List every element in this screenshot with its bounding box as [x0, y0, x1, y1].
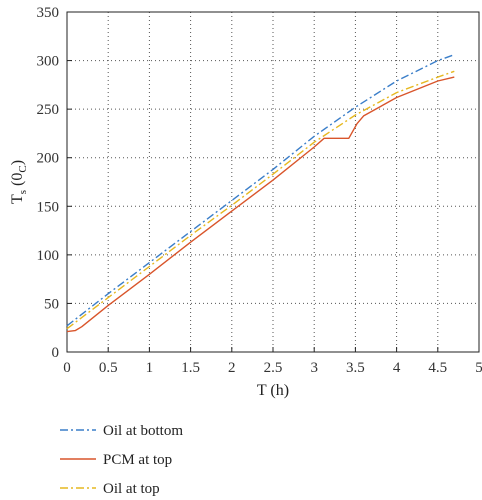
x-axis-label: T (h) [257, 382, 289, 399]
y-tick-label: 350 [37, 5, 60, 21]
x-tick-label: 4 [393, 360, 401, 376]
legend-item: Oil at top [60, 481, 160, 497]
legend-item: Oil at bottom [60, 423, 183, 439]
legend-label: PCM at top [103, 452, 172, 468]
legend-label: Oil at bottom [103, 423, 183, 439]
x-tick-label: 0.5 [99, 360, 118, 376]
legend-item: PCM at top [60, 452, 172, 468]
x-tick-label: 3.5 [346, 360, 365, 376]
x-tick-label: 1 [146, 360, 154, 376]
x-tick-label: 2.5 [264, 360, 283, 376]
y-axis-label: Ts (0C) [9, 160, 29, 204]
series-line-oil-at-top [66, 70, 455, 330]
series-line-oil-at-bottom [66, 54, 455, 327]
legend: Oil at bottom PCM at top Oil at top [60, 423, 183, 497]
x-tick-label: 5 [475, 360, 482, 376]
series-lines [66, 54, 455, 333]
y-axis-label-main: T [9, 194, 26, 204]
x-tick-label: 2 [228, 360, 236, 376]
x-tick-label: 4.5 [428, 360, 447, 376]
axis-ticks: 0 0.5 1 1.5 2 2.5 3 3.5 4 4.5 50501001502002503003… [37, 5, 482, 376]
y-tick-label: 250 [37, 102, 60, 118]
legend-label: Oil at top [103, 481, 160, 497]
y-tick-label: 300 [37, 54, 60, 70]
grid [67, 12, 479, 352]
y-tick-label: 150 [37, 199, 60, 215]
x-tick-label: 3 [310, 360, 318, 376]
series-line-pcm-at-top [66, 76, 455, 333]
y-tick-label: 0 [52, 345, 60, 361]
y-tick-label: 100 [37, 248, 60, 264]
y-tick-label: 200 [37, 151, 60, 167]
x-tick-label: 0 [63, 360, 71, 376]
x-tick-label: 1.5 [181, 360, 200, 376]
y-axis-label-sub: s [17, 190, 29, 194]
y-axis-label-rest: (0 [9, 173, 26, 190]
y-axis-label-sub2: C [17, 165, 29, 172]
y-tick-label: 50 [44, 296, 59, 312]
y-axis-label-end: ) [9, 160, 26, 165]
